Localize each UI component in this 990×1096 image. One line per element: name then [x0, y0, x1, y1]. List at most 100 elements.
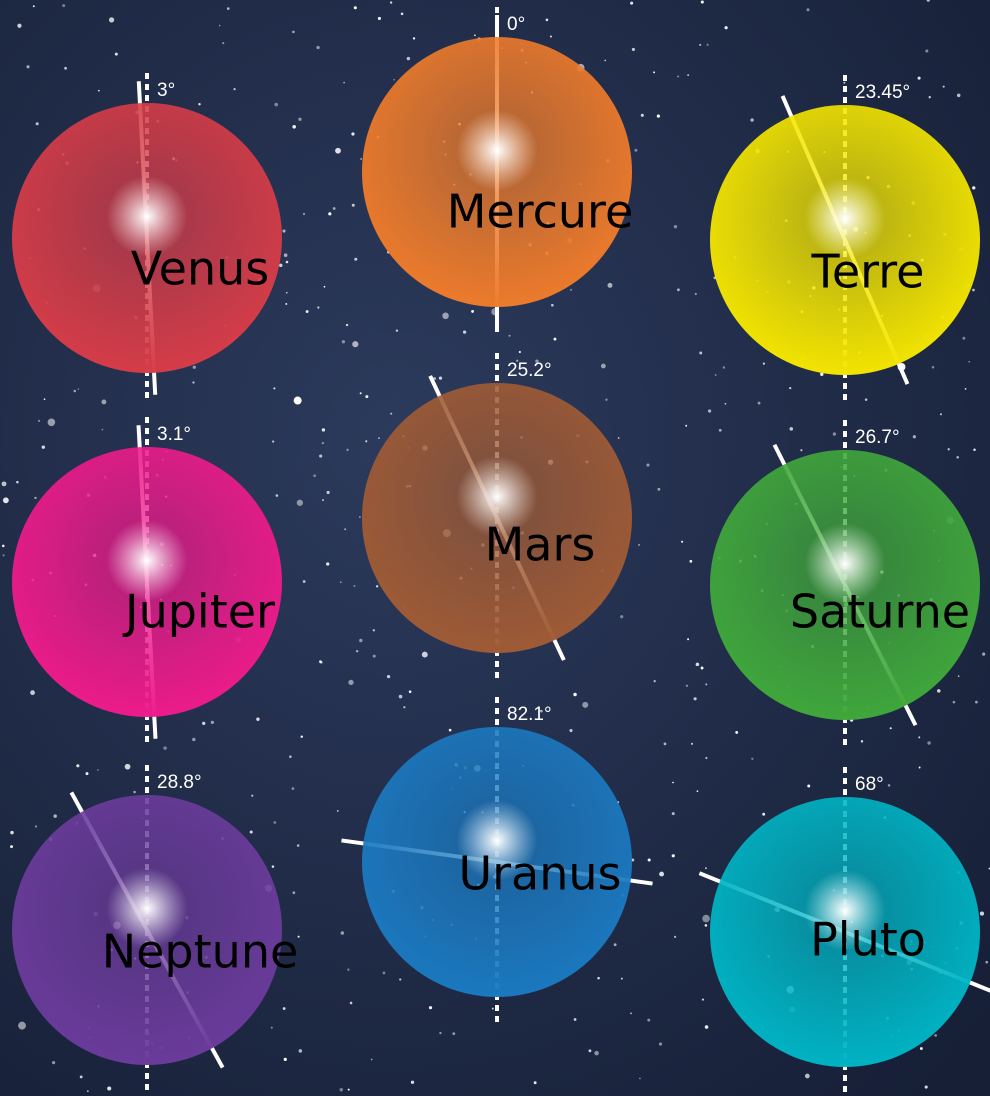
star: [358, 516, 361, 518]
star: [689, 559, 693, 563]
star: [658, 1042, 663, 1046]
star: [34, 825, 38, 828]
star: [714, 374, 717, 376]
tilt-label: 82.1°: [507, 704, 552, 725]
star: [639, 1077, 641, 1080]
planet: [710, 797, 980, 1067]
tilt-label: 26.7°: [855, 427, 900, 448]
star: [108, 17, 115, 23]
star: [192, 365, 196, 369]
star: [353, 6, 357, 10]
star: [292, 30, 295, 34]
star: [533, 1081, 537, 1085]
star: [323, 285, 326, 288]
star: [620, 615, 624, 619]
star: [681, 540, 684, 543]
star: [296, 499, 303, 506]
star: [751, 757, 754, 760]
star: [700, 0, 704, 4]
star: [600, 363, 606, 369]
star: [700, 666, 704, 670]
star: [398, 694, 403, 699]
star: [982, 652, 986, 656]
star: [705, 867, 707, 870]
star: [353, 585, 356, 588]
star: [408, 690, 412, 694]
star: [298, 1049, 303, 1053]
planet: [710, 105, 980, 375]
star: [702, 914, 710, 923]
star: [292, 125, 296, 129]
star: [1, 481, 7, 487]
star: [687, 638, 690, 641]
planet-name: Venus: [131, 242, 269, 296]
star: [820, 372, 824, 376]
star: [352, 341, 359, 348]
star: [351, 203, 355, 207]
star: [2, 554, 5, 557]
star: [47, 418, 56, 427]
star: [569, 728, 573, 733]
star: [789, 427, 794, 431]
star: [448, 728, 452, 732]
planets: Venus 3° Mercure 0° Terre 23.45° Jupiter 3.1° Ma…: [12, 7, 990, 1096]
star: [351, 132, 355, 136]
star: [705, 756, 708, 760]
star: [395, 329, 399, 332]
star: [659, 871, 665, 877]
star: [355, 649, 359, 653]
star: [37, 419, 41, 423]
star: [630, 1, 634, 5]
star: [594, 1050, 599, 1056]
star: [762, 812, 766, 816]
star: [313, 474, 317, 478]
star: [917, 76, 921, 80]
star: [964, 388, 967, 390]
star: [316, 45, 320, 50]
star: [428, 1006, 433, 1010]
star: [326, 490, 330, 495]
star: [26, 65, 30, 69]
planet-name: Neptune: [102, 925, 299, 979]
star: [297, 935, 300, 938]
planet: [362, 727, 632, 997]
star: [386, 674, 391, 679]
star: [957, 675, 960, 678]
star: [926, 0, 930, 2]
star: [750, 118, 754, 122]
star: [192, 381, 195, 384]
tilt-label: 3°: [157, 80, 175, 101]
star: [399, 978, 402, 981]
star: [32, 5, 35, 8]
star: [975, 700, 978, 704]
star: [319, 454, 323, 458]
star: [272, 440, 275, 443]
tilt-label: 0°: [507, 14, 525, 35]
star: [340, 931, 345, 935]
star: [85, 772, 89, 776]
star: [98, 89, 100, 92]
tilt-label: 23.45°: [855, 82, 910, 103]
star: [762, 362, 765, 365]
star: [647, 1018, 651, 1022]
star: [931, 366, 935, 369]
star: [918, 766, 921, 769]
star: [690, 742, 694, 745]
star: [705, 683, 708, 686]
star: [806, 8, 810, 12]
star: [696, 790, 699, 793]
star: [275, 494, 279, 497]
star: [370, 1058, 373, 1061]
tilt-label: 25.2°: [507, 360, 552, 381]
star: [270, 1026, 273, 1029]
star: [321, 428, 326, 432]
star: [377, 16, 381, 21]
star: [343, 81, 345, 84]
star: [382, 971, 386, 975]
star: [349, 1001, 353, 1005]
star: [640, 113, 644, 117]
star: [597, 976, 600, 980]
star: [53, 814, 57, 818]
star: [218, 24, 221, 27]
